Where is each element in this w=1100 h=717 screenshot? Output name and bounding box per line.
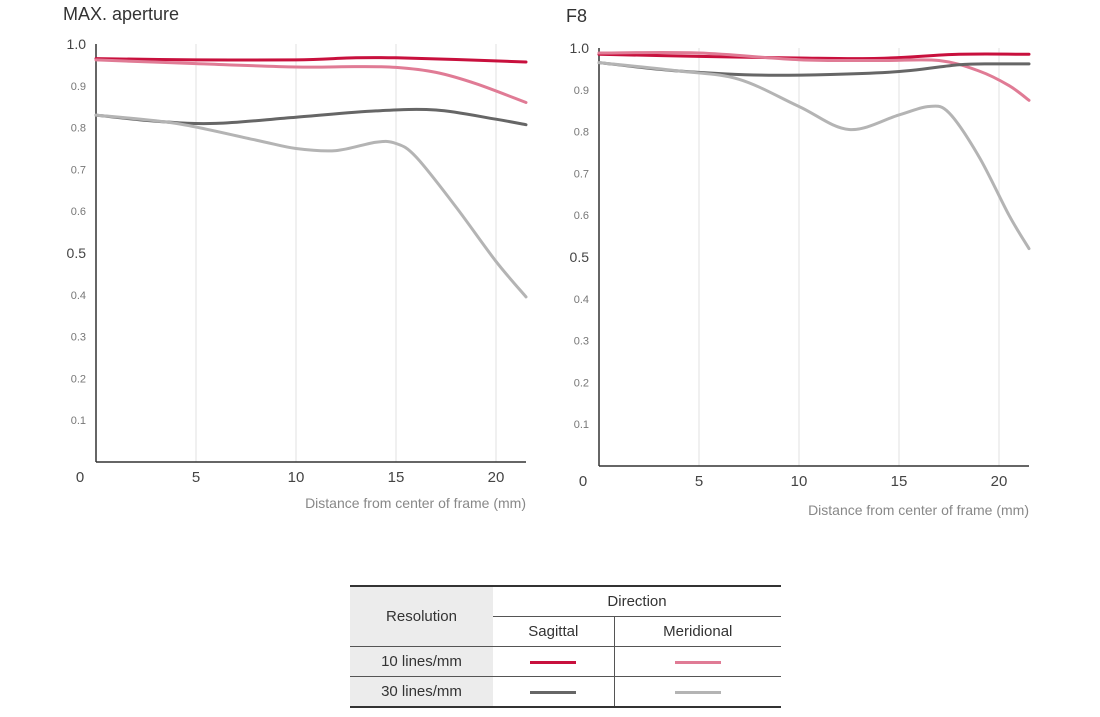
row-label-30lpmm: 30 lines/mm <box>350 677 493 708</box>
y-tick-max-aperture-1.0: 1.0 <box>67 36 87 52</box>
series-max-aperture-10lpmm-meridional <box>96 60 526 103</box>
y-tick-f8-0.3: 0.3 <box>574 336 589 348</box>
series-max-aperture-30lpmm-meridional <box>96 115 526 297</box>
y-tick-f8-0.9: 0.9 <box>574 85 589 97</box>
legend-table: Resolution Direction Sagittal Meridional… <box>350 585 781 708</box>
resolution-header: Resolution <box>350 586 493 647</box>
x-tick-max-aperture-5: 5 <box>192 469 200 486</box>
direction-header: Direction <box>493 586 781 617</box>
x-tick-max-aperture-20: 20 <box>488 469 505 486</box>
y-tick-max-aperture-0.1: 0.1 <box>71 415 86 427</box>
swatch-cell-30-sagittal <box>493 677 614 708</box>
y-tick-max-aperture-0.5: 0.5 <box>67 245 87 261</box>
series-f8-10lpmm-sagittal <box>599 54 1029 59</box>
y-tick-max-aperture-0.3: 0.3 <box>71 332 86 344</box>
y-tick-max-aperture-0.8: 0.8 <box>71 123 86 135</box>
x-tick-max-aperture-10: 10 <box>288 469 305 486</box>
y-tick-f8-0.1: 0.1 <box>574 419 589 431</box>
y-tick-f8-0.6: 0.6 <box>574 210 589 222</box>
y-tick-f8-1.0: 1.0 <box>570 40 590 56</box>
swatch-cell-30-meridional <box>614 677 781 708</box>
series-f8-30lpmm-meridional <box>599 63 1029 249</box>
y-tick-max-aperture-0: 0 <box>76 469 84 486</box>
y-tick-max-aperture-0.6: 0.6 <box>71 206 86 218</box>
row-label-10lpmm: 10 lines/mm <box>350 647 493 677</box>
swatch-10-meridional <box>675 661 721 664</box>
swatch-cell-10-sagittal <box>493 647 614 677</box>
y-tick-f8-0.5: 0.5 <box>570 249 590 265</box>
y-tick-f8-0.8: 0.8 <box>574 127 589 139</box>
x-axis-label-f8: Distance from center of frame (mm) <box>808 502 1029 518</box>
x-tick-f8-10: 10 <box>791 473 808 490</box>
x-tick-f8-5: 5 <box>695 473 703 490</box>
y-tick-max-aperture-0.4: 0.4 <box>71 290 86 302</box>
x-axis-label-max-aperture: Distance from center of frame (mm) <box>305 495 526 511</box>
x-tick-f8-15: 15 <box>891 473 908 490</box>
meridional-header: Meridional <box>614 617 781 647</box>
chart-title-f8: F8 <box>566 6 587 26</box>
y-tick-f8-0.4: 0.4 <box>574 294 589 306</box>
y-tick-max-aperture-0.2: 0.2 <box>71 373 86 385</box>
swatch-cell-10-meridional <box>614 647 781 677</box>
mtf-charts: MAX. aperture 1.0 0.5 0 0.9 0.8 0.7 0.6 0.4 0.3 0.… <box>0 0 1100 540</box>
x-tick-max-aperture-15: 15 <box>388 469 405 486</box>
swatch-10-sagittal <box>530 661 576 664</box>
swatch-30-meridional <box>675 691 721 694</box>
x-tick-f8-20: 20 <box>991 473 1008 490</box>
chart-title-max-aperture: MAX. aperture <box>63 4 179 24</box>
y-tick-max-aperture-0.7: 0.7 <box>71 164 86 176</box>
y-tick-max-aperture-0.9: 0.9 <box>71 81 86 93</box>
swatch-30-sagittal <box>530 691 576 694</box>
y-tick-f8-0.2: 0.2 <box>574 377 589 389</box>
y-tick-f8-0.7: 0.7 <box>574 168 589 180</box>
sagittal-header: Sagittal <box>493 617 614 647</box>
y-tick-f8-0: 0 <box>579 473 587 490</box>
